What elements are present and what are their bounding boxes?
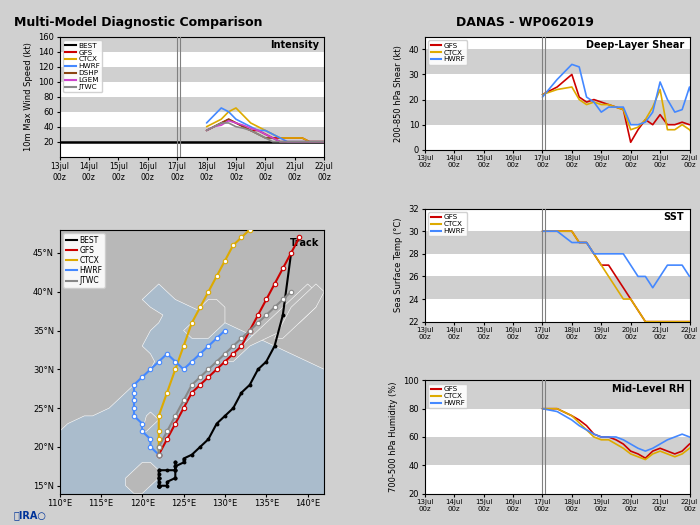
Y-axis label: 200-850 hPa Shear (kt): 200-850 hPa Shear (kt) xyxy=(394,45,403,142)
Bar xyxy=(60,37,324,52)
Bar xyxy=(60,67,324,82)
Legend: GFS, CTCX, HWRF: GFS, CTCX, HWRF xyxy=(428,212,468,236)
Polygon shape xyxy=(225,284,316,362)
Bar xyxy=(425,381,690,408)
Polygon shape xyxy=(60,229,324,493)
Y-axis label: 10m Max Wind Speed (kt): 10m Max Wind Speed (kt) xyxy=(24,43,32,151)
Y-axis label: 700-500 hPa Humidity (%): 700-500 hPa Humidity (%) xyxy=(389,382,398,492)
Bar xyxy=(425,277,690,299)
Text: Mid-Level RH: Mid-Level RH xyxy=(612,384,684,394)
Polygon shape xyxy=(142,412,159,432)
Y-axis label: Sea Surface Temp (°C): Sea Surface Temp (°C) xyxy=(394,218,403,312)
Text: Multi-Model Diagnostic Comparison: Multi-Model Diagnostic Comparison xyxy=(14,16,262,29)
Text: Intensity: Intensity xyxy=(270,40,319,50)
Polygon shape xyxy=(183,299,225,338)
Text: DANAS - WP062019: DANAS - WP062019 xyxy=(456,16,594,29)
Bar xyxy=(60,127,324,142)
Legend: BEST, GFS, CTCX, HWRF, DSHP, LGEM, JTWC: BEST, GFS, CTCX, HWRF, DSHP, LGEM, JTWC xyxy=(63,40,102,92)
Text: SST: SST xyxy=(664,212,684,222)
Polygon shape xyxy=(274,284,324,338)
Legend: BEST, GFS, CTCX, HWRF, JTWC: BEST, GFS, CTCX, HWRF, JTWC xyxy=(63,234,105,288)
Bar xyxy=(425,49,690,75)
Bar xyxy=(425,437,690,465)
Bar xyxy=(60,97,324,112)
Text: Track: Track xyxy=(290,237,319,248)
Text: Deep-Layer Shear: Deep-Layer Shear xyxy=(586,40,684,50)
Text: ⒸIRA○: ⒸIRA○ xyxy=(14,510,47,520)
Bar xyxy=(425,231,690,254)
Legend: GFS, CTCX, HWRF: GFS, CTCX, HWRF xyxy=(428,40,468,65)
Polygon shape xyxy=(126,463,159,493)
Bar xyxy=(425,100,690,124)
Legend: GFS, CTCX, HWRF: GFS, CTCX, HWRF xyxy=(428,384,468,408)
